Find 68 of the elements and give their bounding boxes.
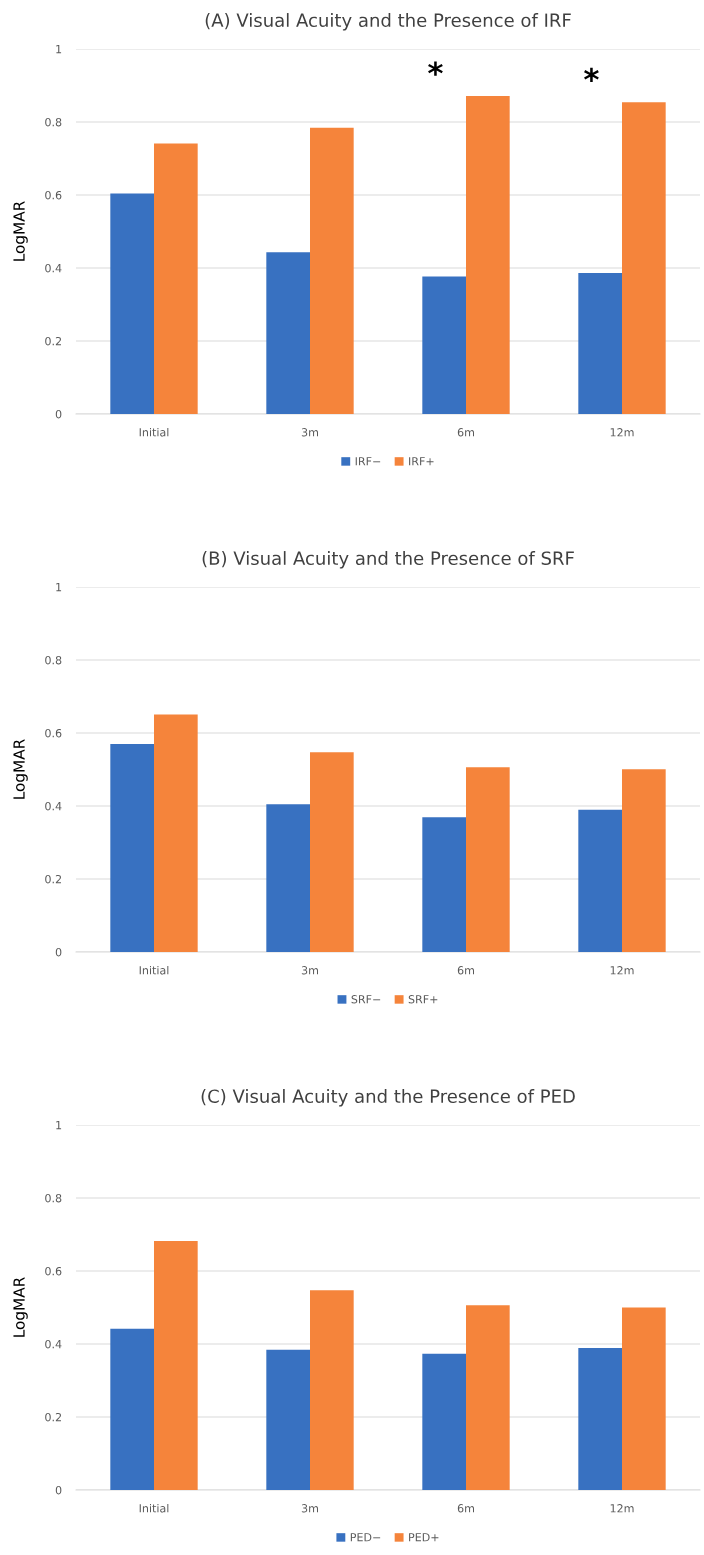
- y-tick-label: 0.4: [45, 263, 62, 273]
- legend-label: SRF−: [351, 995, 381, 1004]
- x-tick-label: 3m: [301, 1504, 318, 1513]
- y-tick-label: 0.4: [45, 801, 62, 811]
- bar: [266, 1349, 310, 1490]
- bar: [422, 817, 466, 952]
- x-tick-label: 6m: [457, 966, 474, 975]
- y-tick-label: 0.6: [45, 190, 62, 200]
- y-axis-title: LogMAR: [13, 1277, 28, 1337]
- y-tick-label: 1: [56, 45, 62, 54]
- y-axis-title: LogMAR: [13, 739, 28, 799]
- legend-label: SRF+: [408, 995, 438, 1004]
- y-tick-label: 0.4: [45, 1339, 62, 1349]
- bar: [154, 1241, 198, 1490]
- y-tick-label: 0: [55, 1485, 62, 1495]
- bar: [466, 1305, 510, 1490]
- y-tick-label: 0.2: [45, 1412, 61, 1422]
- chart-title: (A) Visual Acuity and the Presence of IRF: [205, 13, 571, 31]
- bar: [622, 769, 666, 952]
- chart-title: (B) Visual Acuity and the Presence of SRF: [202, 551, 574, 569]
- bar: [422, 1353, 466, 1490]
- legend-label: IRF−: [355, 457, 381, 466]
- legend-label: PED−: [350, 1533, 381, 1542]
- y-tick-label: 1: [56, 583, 62, 592]
- bar: [466, 767, 510, 952]
- annotation: *: [428, 61, 443, 76]
- y-tick-label: 0.8: [45, 117, 62, 127]
- bar: [110, 193, 154, 414]
- legend-label: PED+: [409, 1533, 439, 1542]
- bar: [578, 809, 622, 952]
- x-tick-label: 3m: [301, 428, 318, 437]
- bar: [622, 1307, 666, 1490]
- x-tick-label: 12m: [610, 966, 634, 975]
- bar: [110, 1328, 154, 1490]
- bar: [154, 714, 198, 952]
- annotation: *: [584, 67, 599, 82]
- bar: [422, 276, 466, 414]
- y-axis-title: LogMAR: [13, 201, 28, 261]
- bar: [110, 743, 154, 952]
- bar: [310, 752, 354, 952]
- bar: [310, 127, 354, 414]
- x-tick-label: Initial: [139, 427, 169, 437]
- x-tick-label: Initial: [139, 1503, 169, 1513]
- y-tick-label: 0: [55, 947, 62, 957]
- y-tick-label: 0.2: [45, 874, 61, 884]
- x-tick-label: 12m: [610, 428, 634, 437]
- y-tick-label: 0.8: [45, 1193, 62, 1203]
- bar: [578, 1348, 622, 1490]
- y-tick-label: 0: [55, 409, 62, 419]
- x-tick-label: Initial: [139, 965, 169, 975]
- bar: [266, 252, 310, 414]
- bar: [622, 102, 666, 414]
- x-tick-label: 6m: [457, 1504, 474, 1513]
- bar: [578, 273, 622, 414]
- x-tick-label: 3m: [301, 966, 318, 975]
- y-tick-label: 0.6: [45, 728, 62, 738]
- legend-label: IRF+: [409, 457, 434, 466]
- x-tick-label: 12m: [610, 1504, 634, 1513]
- y-tick-label: 0.6: [45, 1266, 62, 1276]
- chart-title: (C) Visual Acuity and the Presence of PED: [201, 1089, 575, 1107]
- y-tick-label: 1: [56, 1121, 62, 1130]
- bar: [310, 1290, 354, 1490]
- y-tick-label: 0.2: [45, 336, 61, 346]
- bar: [466, 96, 510, 414]
- y-tick-label: 0.8: [45, 655, 62, 665]
- bar: [266, 804, 310, 952]
- bar: [154, 143, 198, 414]
- x-tick-label: 6m: [457, 428, 474, 437]
